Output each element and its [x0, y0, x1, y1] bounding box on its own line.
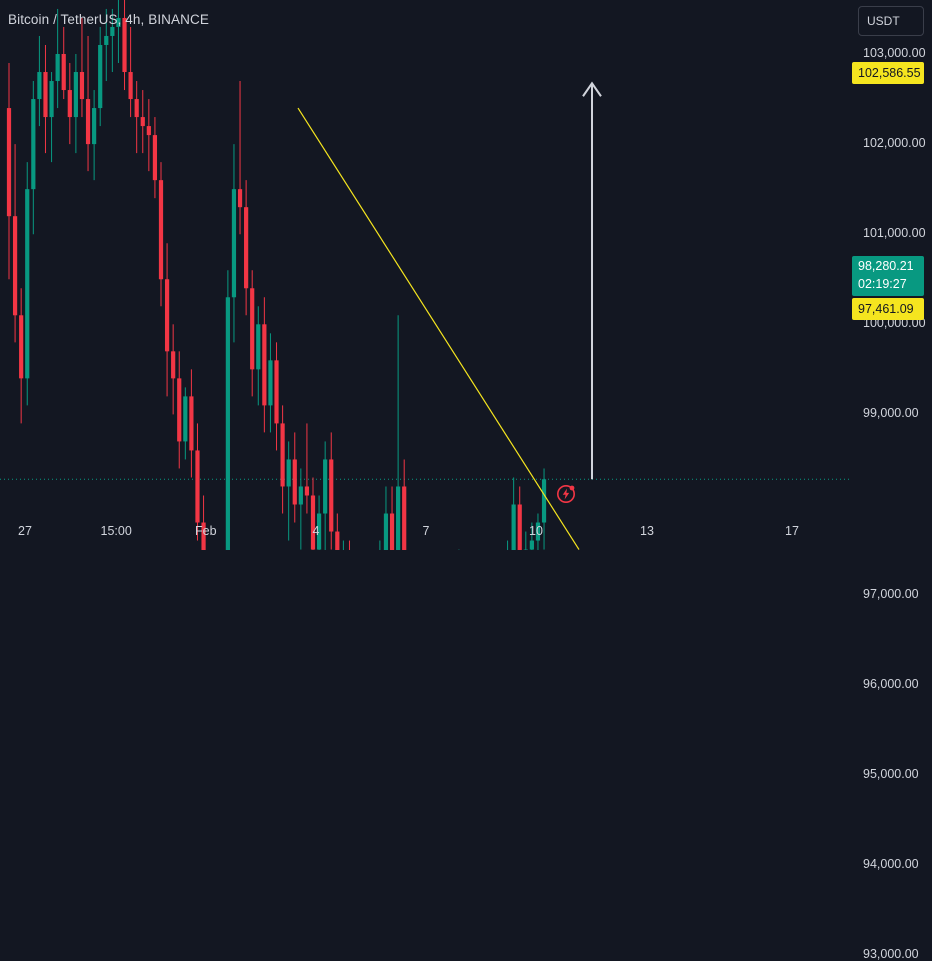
candle [384, 486, 388, 550]
x-tick-label: 17 [785, 524, 799, 538]
x-tick-label: Feb [195, 524, 217, 538]
candle [98, 27, 102, 126]
last-price-value: 98,280.21 [858, 256, 924, 276]
candle [147, 99, 151, 171]
x-tick-label: 4 [313, 524, 320, 538]
candle [74, 54, 78, 153]
candle [512, 477, 516, 550]
candle [201, 495, 205, 550]
candle [238, 81, 242, 234]
candle [116, 0, 120, 63]
chart-title: Bitcoin / TetherUS, 4h, BINANCE [8, 12, 209, 27]
candle [341, 541, 345, 550]
candle [256, 306, 260, 405]
candle [323, 441, 327, 550]
trendline[interactable] [298, 108, 579, 549]
y-tick-label: 94,000.00 [863, 857, 919, 871]
candle [402, 459, 406, 550]
candle [329, 432, 333, 549]
candle [153, 117, 157, 198]
candle [244, 180, 248, 315]
arrow-up-icon[interactable] [583, 83, 601, 479]
candle [183, 387, 187, 459]
countdown-timer: 02:19:27 [858, 276, 924, 294]
candle [293, 432, 297, 522]
x-tick-label: 27 [18, 524, 32, 538]
candle [13, 144, 17, 342]
candle [80, 18, 84, 117]
candle [177, 351, 181, 468]
candle [505, 541, 509, 550]
candle [262, 297, 266, 432]
flash-icon[interactable] [556, 484, 576, 504]
candle [299, 468, 303, 549]
candle [274, 342, 278, 450]
price-chart[interactable] [0, 0, 932, 550]
candle [141, 90, 145, 153]
candle [390, 486, 394, 550]
candle [49, 72, 53, 162]
candle [25, 162, 29, 405]
y-tick-label: 95,000.00 [863, 767, 919, 781]
candle [171, 324, 175, 414]
x-tick-label: 7 [423, 524, 430, 538]
candle [159, 162, 163, 306]
candle [518, 486, 522, 550]
candle [311, 477, 315, 550]
candle [226, 270, 230, 550]
candle [68, 63, 72, 144]
candle [31, 81, 35, 234]
candle [396, 315, 400, 550]
candle [135, 81, 139, 153]
target-price-badge: 102,586.55 [852, 62, 924, 84]
y-tick-label: 102,000.00 [863, 136, 926, 150]
y-tick-label: 99,000.00 [863, 406, 919, 420]
candle [250, 270, 254, 396]
candle [37, 36, 41, 126]
x-tick-label: 13 [640, 524, 654, 538]
candle [335, 514, 339, 550]
candle [268, 333, 272, 432]
candle [7, 63, 11, 279]
candle [232, 144, 236, 342]
candle [62, 27, 66, 99]
y-tick-label: 101,000.00 [863, 226, 926, 240]
y-tick-label: 103,000.00 [863, 46, 926, 60]
support-price-badge: 97,461.09 [852, 298, 924, 320]
candle [43, 45, 47, 153]
candle [86, 36, 90, 171]
candle [195, 423, 199, 540]
candle [281, 405, 285, 513]
candle [524, 532, 528, 550]
y-tick-label: 97,000.00 [863, 587, 919, 601]
y-tick-label: 96,000.00 [863, 677, 919, 691]
candles [7, 0, 546, 550]
candle [165, 243, 169, 396]
x-tick-label: 15:00 [101, 524, 132, 538]
currency-selector[interactable]: USDT [858, 6, 924, 36]
candle [189, 369, 193, 477]
y-tick-label: 93,000.00 [863, 947, 919, 961]
candle [129, 27, 133, 117]
candle [19, 288, 23, 423]
candle [378, 541, 382, 550]
candle [317, 495, 321, 550]
candle [305, 423, 309, 513]
candle [287, 441, 291, 540]
last-price-badge: 98,280.21 02:19:27 [852, 256, 924, 296]
x-tick-label: 10 [529, 524, 543, 538]
candle [92, 90, 96, 180]
candle [347, 541, 351, 550]
